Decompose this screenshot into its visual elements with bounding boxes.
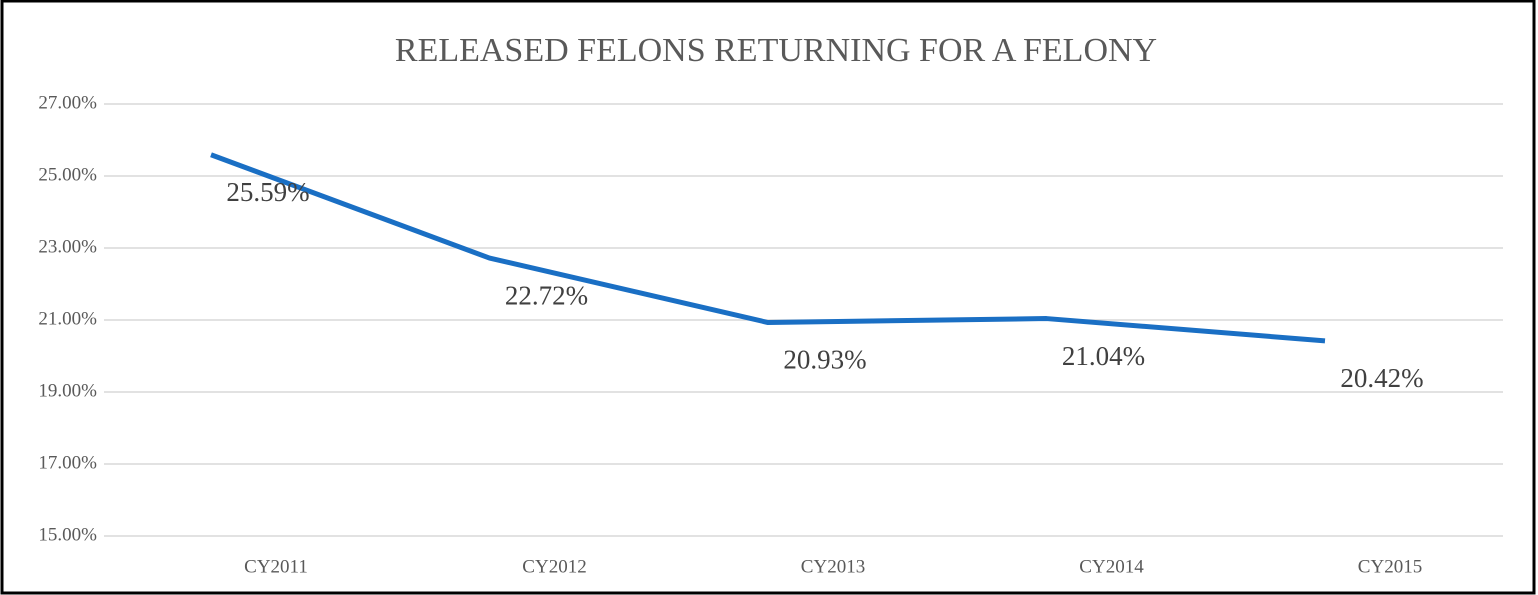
y-tick-label: 25.00% xyxy=(38,164,97,185)
data-label: 20.42% xyxy=(1340,363,1423,393)
chart-title: RELEASED FELONS RETURNING FOR A FELONY xyxy=(395,32,1157,69)
x-tick-label: CY2013 xyxy=(801,556,865,577)
y-tick-label: 23.00% xyxy=(38,236,97,257)
y-tick-label: 19.00% xyxy=(38,380,97,401)
data-label: 21.04% xyxy=(1062,341,1145,371)
y-tick-label: 21.00% xyxy=(38,308,97,329)
y-tick-label: 27.00% xyxy=(38,92,97,113)
data-label: 25.59% xyxy=(226,177,309,207)
data-line xyxy=(210,152,1326,344)
data-label: 22.72% xyxy=(505,280,588,310)
x-tick-label: CY2012 xyxy=(522,556,586,577)
x-tick-label: CY2015 xyxy=(1358,556,1422,577)
y-tick-label: 15.00% xyxy=(38,524,97,545)
y-tick-label: 17.00% xyxy=(38,452,97,473)
x-tick-label: CY2014 xyxy=(1079,556,1144,577)
x-tick-label: CY2011 xyxy=(244,556,308,577)
data-label: 20.93% xyxy=(783,345,866,375)
